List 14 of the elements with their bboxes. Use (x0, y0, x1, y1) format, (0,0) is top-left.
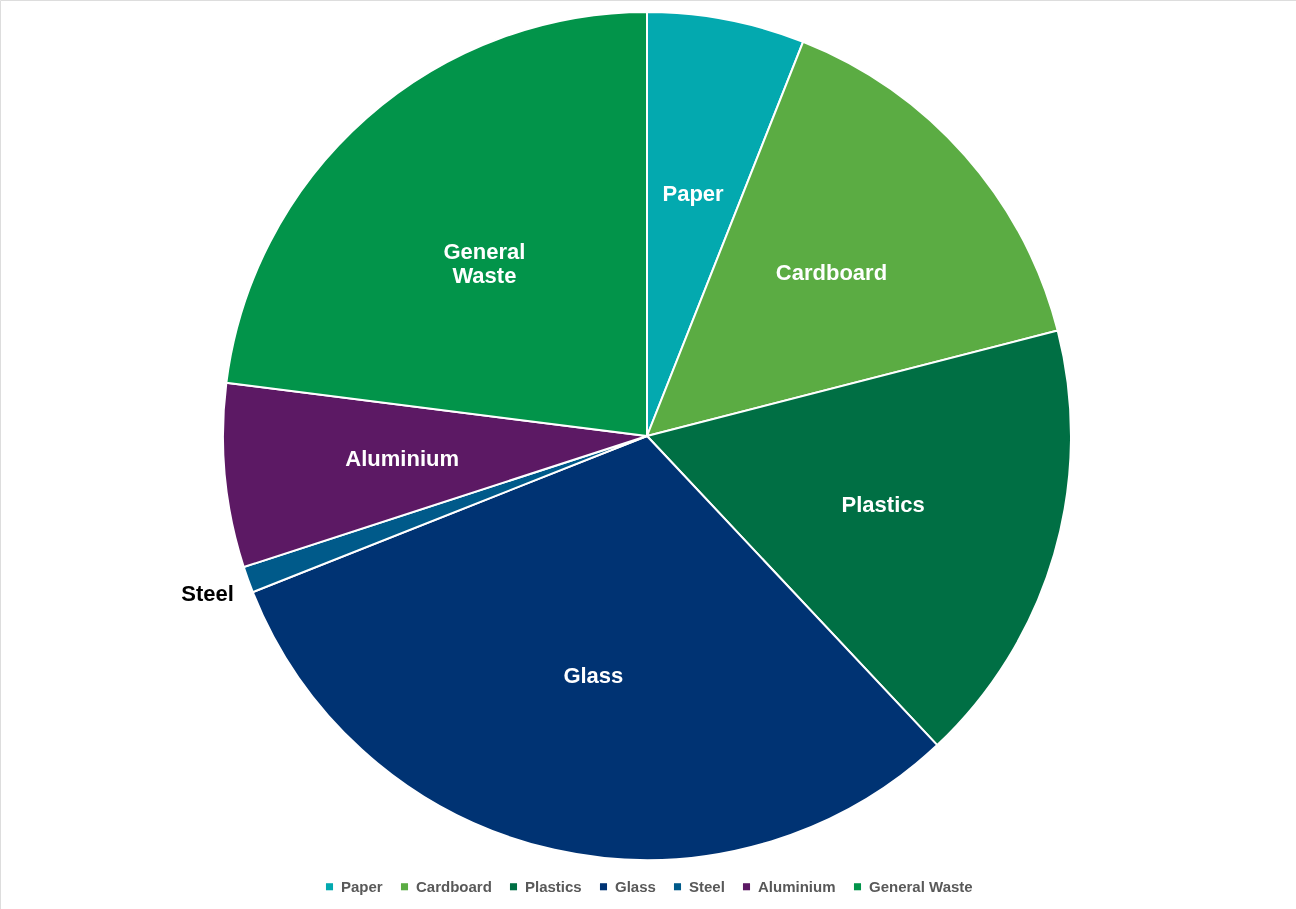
legend-label: Aluminium (758, 877, 836, 895)
slice-label: Steel (181, 581, 234, 607)
legend-label: Glass (615, 877, 656, 895)
slice-label: Cardboard (775, 260, 888, 286)
slice-label: Plastics (841, 491, 925, 517)
legend-label: Cardboard (416, 877, 492, 895)
legend-label: Paper (341, 877, 383, 895)
legend-label: Steel (689, 877, 725, 895)
legend-label: General Waste (869, 877, 973, 895)
slice-label: Glass (563, 663, 624, 688)
slice-label: General Waste (443, 238, 526, 288)
slice-label: Paper (662, 181, 725, 207)
slice-label: Aluminium (345, 446, 460, 472)
legend-label: Plastics (525, 877, 582, 895)
